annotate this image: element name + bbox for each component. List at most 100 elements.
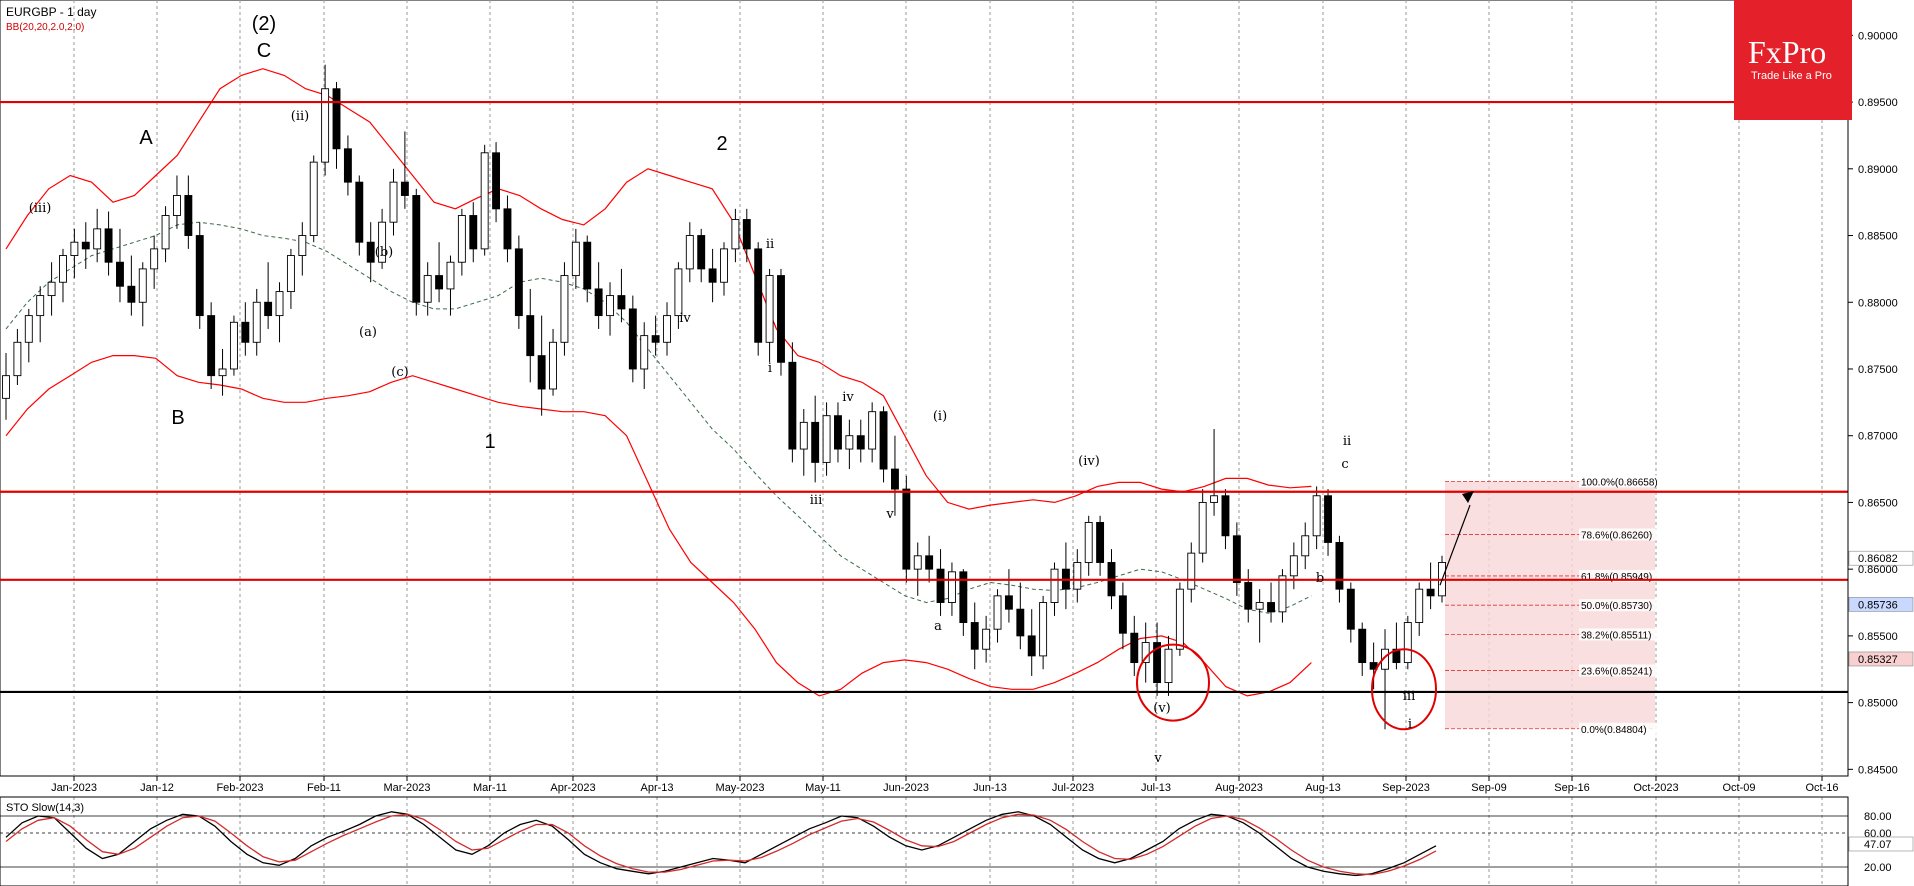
bollinger-lower-band — [5, 355, 1312, 697]
candle-body — [549, 341, 557, 390]
wave-label: (2) — [252, 13, 276, 35]
date-tick-label: Oct-16 — [1805, 782, 1838, 794]
price-tick-label: 0.84500 — [1858, 764, 1898, 776]
candle-body — [834, 415, 842, 450]
price-tag-label: 0.86082 — [1858, 553, 1898, 565]
candle-body — [788, 361, 797, 450]
candle-body — [1324, 495, 1332, 543]
wave-label: (ii) — [291, 109, 309, 124]
candle-body — [583, 241, 592, 290]
candle-body — [674, 268, 683, 317]
fib-zone: 100.0%(0.86658) 78.6%(0.86260) 61.8%(0.859… — [1445, 475, 1658, 736]
candle-body — [936, 568, 945, 603]
wave-label: A — [139, 127, 153, 149]
price-tick-label: 0.86500 — [1858, 497, 1898, 509]
candle-body — [138, 268, 147, 303]
fib-level-label: 78.6%(0.86260) — [1581, 530, 1652, 541]
date-tick-label: Feb-11 — [307, 782, 341, 794]
candle-body — [1118, 595, 1127, 634]
candle-body — [435, 275, 444, 290]
candle-body — [161, 215, 170, 250]
date-tick-label: May-2023 — [716, 782, 765, 794]
wave-label: (b) — [375, 245, 393, 260]
candle-body — [720, 248, 728, 283]
candle-body — [617, 295, 626, 310]
candle-body — [2, 375, 10, 399]
candle-body — [1096, 521, 1105, 563]
candle-body — [332, 88, 341, 150]
candle-body — [982, 628, 991, 650]
candle-body — [423, 275, 432, 303]
candle-body — [264, 301, 273, 317]
stochastic-series-line — [5, 811, 1437, 877]
stochastic-tick-label: 20.00 — [1864, 862, 1892, 874]
candle-body — [845, 435, 854, 450]
candle-body — [765, 275, 774, 343]
bollinger-bands — [5, 68, 1312, 697]
wave-label: (i) — [933, 409, 947, 424]
wave-label: iv — [679, 311, 691, 326]
candle-body — [1301, 535, 1310, 557]
price-tick-label: 0.87500 — [1858, 364, 1898, 376]
candle-body — [1232, 535, 1241, 583]
stochastic-grid — [0, 815, 1848, 868]
price-tick-label: 0.88500 — [1858, 231, 1898, 243]
price-tick-label: 0.90000 — [1858, 30, 1898, 42]
candle-body — [1153, 642, 1162, 684]
candle-body — [993, 595, 1002, 630]
candle-body — [218, 368, 227, 377]
candle-body — [321, 88, 330, 163]
fib-label-bg — [1579, 722, 1657, 735]
candle-body — [1221, 495, 1230, 537]
candle-body — [1187, 552, 1196, 590]
stochastic-panel: STO Slow(14,3) — [0, 796, 1849, 886]
price-axis: 0.90000 0.89500 0.89000 0.88500 0.88000 0.875… — [1847, 0, 1914, 776]
fib-level-label: 0.0%(0.84804) — [1581, 725, 1647, 736]
date-tick-label: Jan-2023 — [51, 782, 97, 794]
fib-level-label: 50.0%(0.85730) — [1581, 601, 1652, 612]
date-tick-label: Sep-16 — [1554, 782, 1589, 794]
candle-body — [822, 415, 831, 463]
candle-body — [571, 241, 580, 277]
candle-body — [754, 248, 763, 343]
wave-label: (c) — [391, 365, 408, 380]
candle-body — [492, 152, 501, 210]
price-tick-label: 0.87000 — [1858, 431, 1898, 443]
candle-body — [1358, 628, 1367, 664]
candle-body — [47, 281, 56, 297]
stochastic-title: STO Slow(14,3) — [6, 802, 84, 814]
wave-label: 2 — [716, 133, 727, 155]
candle-body — [1050, 568, 1059, 603]
price-tick-label: 0.88000 — [1858, 297, 1898, 309]
candle-body — [1267, 602, 1275, 613]
candles — [2, 64, 1446, 730]
candle-body — [902, 488, 911, 570]
candle-body — [891, 468, 899, 490]
candle-body — [708, 268, 717, 283]
price-tag-bg — [1848, 597, 1914, 612]
fib-label-bg — [1579, 664, 1657, 677]
candle-body — [663, 315, 671, 343]
wave-label: (v) — [1153, 701, 1171, 716]
candle-body — [606, 295, 614, 317]
candle-body — [389, 181, 398, 223]
bollinger-middle-band — [5, 221, 1312, 614]
candle-body — [1016, 608, 1025, 637]
wave-label: v — [1153, 751, 1162, 766]
candle-body — [1039, 602, 1048, 657]
price-tag-label: 0.85327 — [1858, 654, 1898, 666]
wave-label: c — [1341, 457, 1348, 472]
candle-body — [640, 335, 649, 370]
candle-body — [36, 295, 45, 317]
wave-label: i — [768, 361, 772, 376]
highlight-circle — [1371, 648, 1437, 731]
candle-body — [378, 221, 387, 263]
candle-body — [856, 435, 865, 450]
candle-body — [229, 321, 238, 370]
candle-body — [150, 248, 159, 270]
wave-label: a — [934, 619, 942, 634]
candle-body — [1198, 501, 1207, 554]
candle-body — [868, 411, 877, 450]
candle-body — [1426, 588, 1435, 597]
